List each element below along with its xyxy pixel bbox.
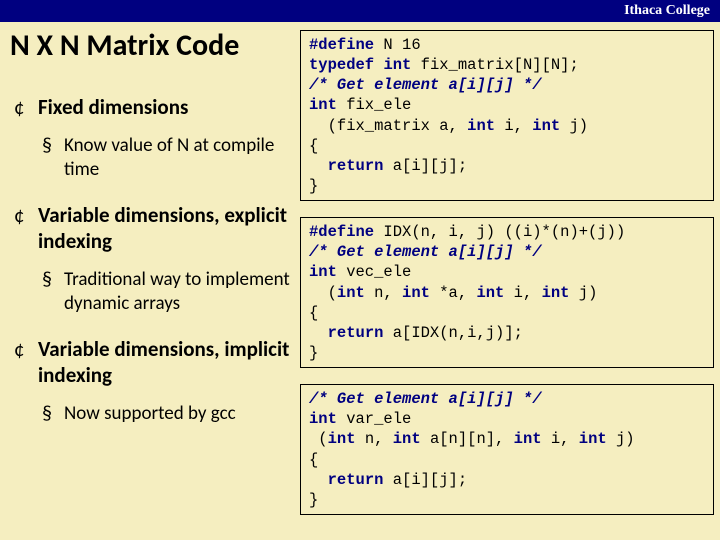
code-box-1: #define N 16 typedef int fix_matrix[N][N… (300, 30, 714, 201)
header-bar: Ithaca College (0, 0, 720, 22)
t: /* Get element a[i][j] */ (309, 243, 542, 261)
t: a[IDX(n,i,j)]; (383, 324, 523, 342)
bullet-list: Fixed dimensions Know value of N at comp… (10, 94, 294, 426)
t: /* Get element a[i][j] */ (309, 76, 542, 94)
t: j) (569, 284, 597, 302)
bullet-3: Variable dimensions, implicit indexing N… (14, 336, 294, 426)
t: i, (542, 430, 579, 448)
t: fix_matrix[N][N]; (411, 56, 578, 74)
t: /* Get element a[i][j] */ (309, 390, 542, 408)
bullet-2-sub-1: Traditional way to implement dynamic arr… (42, 268, 294, 316)
code-box-2: #define IDX(n, i, j) ((i)*(n)+(j)) /* Ge… (300, 217, 714, 368)
t: i, (495, 117, 532, 135)
t: i, (504, 284, 541, 302)
t: int (393, 430, 421, 448)
t: { (309, 137, 318, 155)
t: } (309, 177, 318, 195)
t: int (476, 284, 504, 302)
header-text: Ithaca College (624, 3, 710, 18)
t: n, (356, 430, 393, 448)
t: int (337, 284, 365, 302)
t: int (309, 96, 337, 114)
code-box-3: /* Get element a[i][j] */ int var_ele (i… (300, 384, 714, 515)
t: return (328, 157, 384, 175)
t: var_ele (337, 410, 411, 428)
t: return (328, 471, 384, 489)
t: ( (309, 284, 337, 302)
t: int (514, 430, 542, 448)
t: int (467, 117, 495, 135)
t: { (309, 304, 318, 322)
bullet-2-head: Variable dimensions, explicit indexing (38, 202, 294, 255)
t: j) (607, 430, 635, 448)
bullet-3-head: Variable dimensions, implicit indexing (38, 336, 294, 389)
slide-content: N X N Matrix Code Fixed dimensions Know … (0, 22, 720, 538)
bullet-2: Variable dimensions, explicit indexing T… (14, 202, 294, 316)
bullet-1: Fixed dimensions Know value of N at comp… (14, 94, 294, 182)
t: int (579, 430, 607, 448)
t: (fix_matrix a, (309, 117, 467, 135)
t: j) (560, 117, 588, 135)
slide-title: N X N Matrix Code (10, 27, 294, 64)
t: #define (309, 223, 374, 241)
t: vec_ele (337, 263, 411, 281)
t: return (328, 324, 384, 342)
bullet-3-sub-1: Now supported by gcc (42, 402, 294, 426)
t (309, 157, 328, 175)
left-panel: N X N Matrix Code Fixed dimensions Know … (0, 22, 300, 538)
t: int (402, 284, 430, 302)
t: a[i][j]; (383, 157, 467, 175)
t: int (542, 284, 570, 302)
t: typedef (309, 56, 374, 74)
t: #define (309, 36, 374, 54)
t: N 16 (374, 36, 421, 54)
t: a[i][j]; (383, 471, 467, 489)
t: { (309, 451, 318, 469)
t: int (328, 430, 356, 448)
bullet-1-sub-1: Know value of N at compile time (42, 134, 294, 182)
t: int (532, 117, 560, 135)
t (309, 324, 328, 342)
bullet-1-head: Fixed dimensions (38, 94, 294, 120)
t: int (309, 410, 337, 428)
t: fix_ele (337, 96, 411, 114)
t: a[n][n], (421, 430, 514, 448)
t: } (309, 344, 318, 362)
t: int (309, 263, 337, 281)
t (309, 471, 328, 489)
t: int (383, 56, 411, 74)
t: IDX(n, i, j) ((i)*(n)+(j)) (374, 223, 625, 241)
t: } (309, 491, 318, 509)
t: *a, (430, 284, 477, 302)
t: ( (309, 430, 328, 448)
t: n, (365, 284, 402, 302)
right-panel: #define N 16 typedef int fix_matrix[N][N… (300, 22, 720, 538)
